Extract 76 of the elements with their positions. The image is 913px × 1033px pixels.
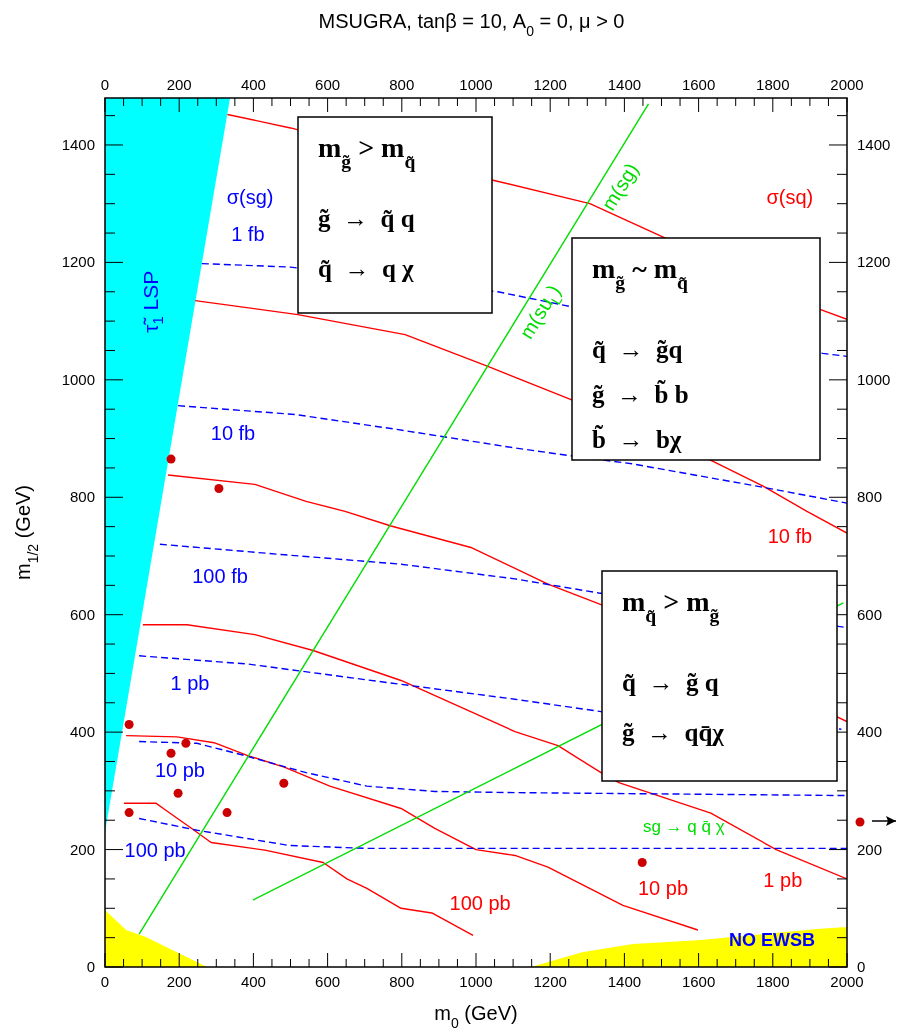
y2-tick-label: 1200 xyxy=(857,253,891,271)
x-tick-label: 2000 xyxy=(830,76,864,93)
annotation: q̃ → g̃ q xyxy=(622,669,719,696)
x-tick-label: 1000 xyxy=(459,76,493,93)
point xyxy=(214,483,224,493)
annotation: m$_{q̃}$ > m$_{g̃}$ xyxy=(622,586,720,626)
x2-tick-label: 2000 xyxy=(830,973,864,990)
x2-tick-label: 600 xyxy=(315,973,341,990)
annotation: σ(sg) xyxy=(226,185,274,208)
y-tick-label: 200 xyxy=(69,840,95,858)
x-tick-label: 1200 xyxy=(533,76,567,93)
annotation: σ(sq) xyxy=(766,185,814,208)
point xyxy=(181,738,191,748)
annotation: q̃ → q χ xyxy=(318,255,415,282)
annotation: 10 pb xyxy=(637,877,689,900)
x-tick-label: 1800 xyxy=(756,76,790,93)
x-axis-title: m$_{0}$ (GeV) xyxy=(434,1002,518,1031)
x-tick-label: 0 xyxy=(100,76,110,93)
annotation: g̃ → qq̄χ xyxy=(622,719,725,746)
annotation: g̃ → q̃ q xyxy=(318,205,415,232)
chart-title: MSUGRA, tanβ = 10, A$_{0}$ = 0, μ > 0 xyxy=(318,10,625,39)
annotation: b̃ → bχ xyxy=(592,425,682,453)
point xyxy=(166,454,176,464)
x2-tick-label: 0 xyxy=(100,973,110,990)
y2-tick-label: 400 xyxy=(857,723,883,741)
x-tick-label: 1600 xyxy=(681,76,716,93)
point xyxy=(637,857,647,867)
annotation: 10 pb xyxy=(154,759,205,782)
annotation: 10 fb xyxy=(210,422,256,445)
annotation: g̃ → b̃ b xyxy=(592,380,689,408)
y2-tick-label: 0 xyxy=(857,958,866,975)
y-tick-label: 0 xyxy=(86,958,95,975)
annotation: sg → q q̄ χ xyxy=(642,816,725,836)
x2-tick-label: 200 xyxy=(166,973,192,990)
text-box: m$_{q̃}$ > m$_{g̃}$ q̃ → g̃ q g̃ → qq̄χ xyxy=(601,570,838,782)
y-tick-label: 400 xyxy=(69,723,95,741)
point xyxy=(173,788,183,798)
point xyxy=(166,748,176,758)
y2-tick-label: 600 xyxy=(857,605,883,623)
annotation: m$_{g̃}$ ~ m$_{q̃}$ xyxy=(592,253,689,293)
annotation: 10 fb xyxy=(767,525,813,548)
y-tick-label: 1000 xyxy=(61,370,95,388)
y2-tick-label: 1000 xyxy=(857,370,891,388)
x-tick-label: 400 xyxy=(240,76,266,93)
annotation: NO EWSB xyxy=(729,929,816,950)
text-box: m$_{g̃}$ > m$_{q̃}$ g̃ → q̃ q q̃ → q χ xyxy=(297,116,493,314)
x2-tick-label: 1200 xyxy=(533,973,567,990)
y-tick-label: 600 xyxy=(69,605,95,623)
annotation: 100 pb xyxy=(124,839,186,862)
annotation: q̃ → g̃q xyxy=(592,336,683,363)
x-tick-label: 1400 xyxy=(607,76,642,93)
x-tick-label: 600 xyxy=(315,76,341,93)
annotation: 100 pb xyxy=(449,892,511,914)
x2-tick-label: 1000 xyxy=(459,973,493,990)
annotation: 100 fb xyxy=(192,564,248,587)
x2-tick-label: 1400 xyxy=(607,973,642,990)
annotation: 1 fb xyxy=(231,222,265,245)
y-tick-label: 1400 xyxy=(61,135,95,153)
y2-tick-label: 200 xyxy=(857,840,883,858)
y2-tick-label: 800 xyxy=(857,488,883,506)
x2-tick-label: 1800 xyxy=(756,973,790,990)
y2-tick-label: 1400 xyxy=(857,135,891,153)
annotation: m$_{g̃}$ > m$_{q̃}$ xyxy=(318,132,416,172)
y-tick-label: 1200 xyxy=(61,253,95,271)
x2-tick-label: 800 xyxy=(389,973,415,990)
point xyxy=(124,808,134,818)
x2-tick-label: 400 xyxy=(240,973,266,990)
point xyxy=(279,778,289,788)
point xyxy=(124,720,134,729)
point xyxy=(222,808,232,818)
x-tick-label: 200 xyxy=(166,76,192,93)
y-tick-label: 800 xyxy=(69,488,95,506)
annotation: 1 pb xyxy=(763,869,803,892)
x-tick-label: 800 xyxy=(389,76,415,93)
x2-tick-label: 1600 xyxy=(681,973,716,990)
annotation: 1 pb xyxy=(170,672,210,695)
